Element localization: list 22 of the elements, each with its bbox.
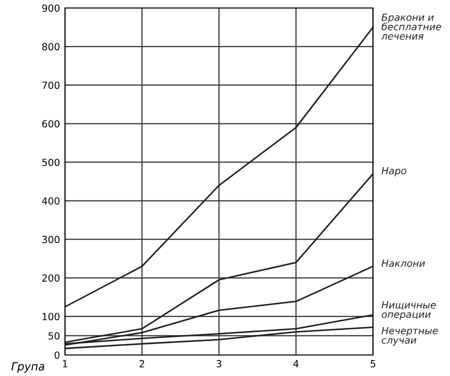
y-tick-label: 100 bbox=[42, 312, 60, 320]
x-tick-label: 5 bbox=[370, 360, 376, 368]
y-tick-label: 300 bbox=[42, 236, 60, 244]
x-tick-label: 2 bbox=[140, 360, 144, 368]
series-label: Нищичные операции bbox=[382, 301, 436, 320]
series-label: Наклони bbox=[382, 260, 425, 267]
y-tick-label: 900 bbox=[42, 4, 60, 12]
y-tick-label: 600 bbox=[42, 120, 60, 128]
y-tick-label: 0 bbox=[54, 351, 60, 359]
series-label: Бракони и бесплатние лечения bbox=[381, 14, 442, 40]
y-tick-label: 50 bbox=[48, 332, 60, 340]
y-tick-label: 700 bbox=[42, 82, 60, 89]
x-tick-label: 3 bbox=[216, 360, 222, 368]
y-tick-label: 500 bbox=[42, 158, 60, 166]
x-tick-label: 1 bbox=[62, 360, 68, 368]
series-label: Нечертные случаи bbox=[382, 327, 438, 346]
y-tick-label: 800 bbox=[42, 43, 60, 50]
x-tick-label: 4 bbox=[293, 360, 299, 368]
y-tick-label: 200 bbox=[42, 274, 60, 282]
y-tick-label: 400 bbox=[42, 197, 60, 205]
x-axis-title: Група bbox=[11, 362, 44, 373]
series-label: Наро bbox=[382, 167, 406, 176]
